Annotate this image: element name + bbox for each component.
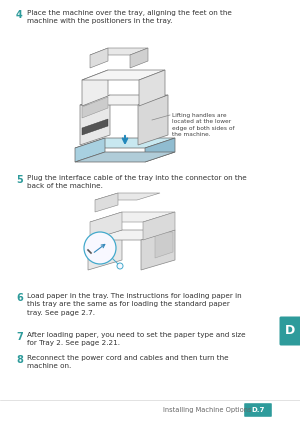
Text: 7: 7 <box>16 332 23 342</box>
Polygon shape <box>88 230 122 270</box>
FancyBboxPatch shape <box>244 403 272 417</box>
Polygon shape <box>95 193 160 200</box>
Polygon shape <box>80 95 110 145</box>
Polygon shape <box>75 138 175 148</box>
Polygon shape <box>88 230 175 240</box>
Polygon shape <box>75 152 175 162</box>
Polygon shape <box>139 70 165 106</box>
Text: Plug the interface cable of the tray into the connector on the
back of the machi: Plug the interface cable of the tray int… <box>27 175 247 189</box>
Polygon shape <box>90 212 122 240</box>
Text: Lifting handles are
located at the lower
edge of both sides of
the machine.: Lifting handles are located at the lower… <box>172 113 235 137</box>
Text: Place the machine over the tray, aligning the feet on the
machine with the posit: Place the machine over the tray, alignin… <box>27 10 232 24</box>
Polygon shape <box>82 70 108 106</box>
Polygon shape <box>90 48 108 68</box>
Polygon shape <box>90 212 175 222</box>
Text: Reconnect the power cord and cables and then turn the
machine on.: Reconnect the power cord and cables and … <box>27 355 229 369</box>
Polygon shape <box>95 193 118 212</box>
Text: Load paper in the tray. The instructions for loading paper in
this tray are the : Load paper in the tray. The instructions… <box>27 293 242 316</box>
Text: After loading paper, you need to set the paper type and size
for Tray 2. See pag: After loading paper, you need to set the… <box>27 332 246 346</box>
Text: 4: 4 <box>16 10 23 20</box>
Text: 8: 8 <box>16 355 23 365</box>
Polygon shape <box>80 95 168 105</box>
Polygon shape <box>82 119 108 135</box>
Polygon shape <box>82 97 108 118</box>
Polygon shape <box>90 48 148 55</box>
FancyBboxPatch shape <box>280 316 300 346</box>
Polygon shape <box>130 48 148 68</box>
Polygon shape <box>143 212 175 240</box>
Text: Installing Machine Options: Installing Machine Options <box>163 407 251 413</box>
Circle shape <box>84 232 116 264</box>
Polygon shape <box>155 232 173 258</box>
Text: 5: 5 <box>16 175 23 185</box>
Text: 6: 6 <box>16 293 23 303</box>
Polygon shape <box>138 95 168 145</box>
Circle shape <box>117 263 123 269</box>
Text: D: D <box>285 324 296 338</box>
Polygon shape <box>75 138 105 162</box>
Polygon shape <box>82 70 165 80</box>
Polygon shape <box>145 138 175 162</box>
Text: D.7: D.7 <box>251 407 265 413</box>
Polygon shape <box>141 230 175 270</box>
